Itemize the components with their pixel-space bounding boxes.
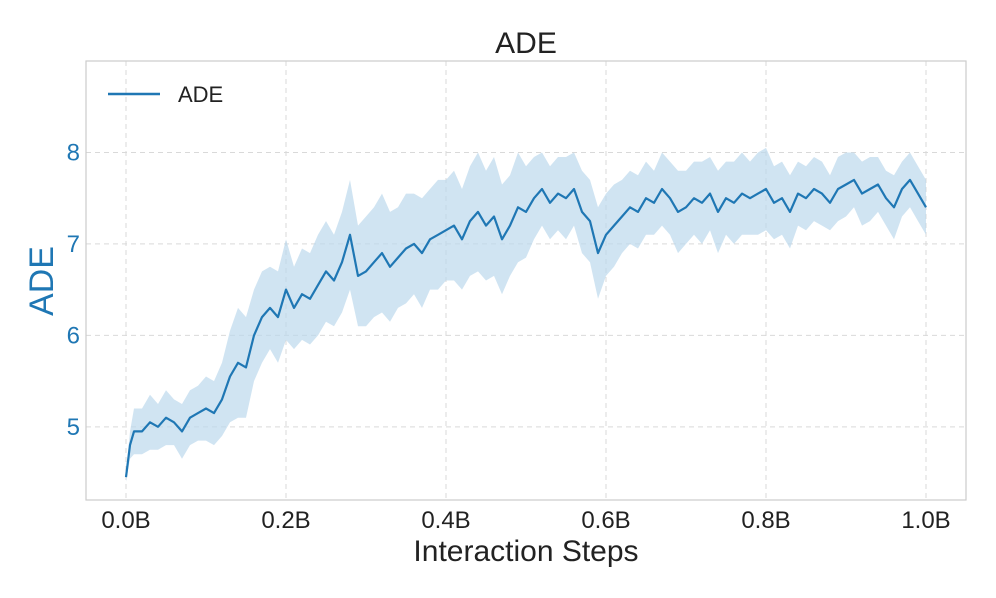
series-line-ade (124, 178, 927, 478)
x-axis-label: Interaction Steps (413, 535, 638, 568)
x-tick-label: 1.0B (901, 507, 950, 534)
confidence-band-ade (126, 147, 926, 482)
plot-frame (85, 60, 967, 501)
y-tick-label: 8 (67, 139, 80, 166)
x-tick-label: 0.6B (581, 507, 630, 534)
x-tick-label: 0.4B (421, 507, 470, 534)
x-axis-ticks: 0.0B 0.2B 0.4B 0.6B 0.8B 1.0B (101, 507, 950, 534)
x-tick-label: 0.8B (741, 507, 790, 534)
confidence-band-layer (126, 147, 926, 482)
chart-title: ADE (495, 27, 557, 60)
y-tick-label: 6 (67, 322, 80, 349)
x-tick-label: 0.2B (261, 507, 310, 534)
x-tick-label: 0.0B (101, 507, 150, 534)
y-tick-label: 5 (67, 414, 80, 441)
legend-label-ade: ADE (178, 82, 223, 107)
y-axis-ticks: 5 6 7 8 (67, 139, 80, 440)
y-axis-label: ADE (23, 246, 61, 316)
series-line-layer (124, 178, 927, 478)
legend: ADE (108, 82, 223, 107)
y-tick-label: 7 (67, 231, 80, 258)
